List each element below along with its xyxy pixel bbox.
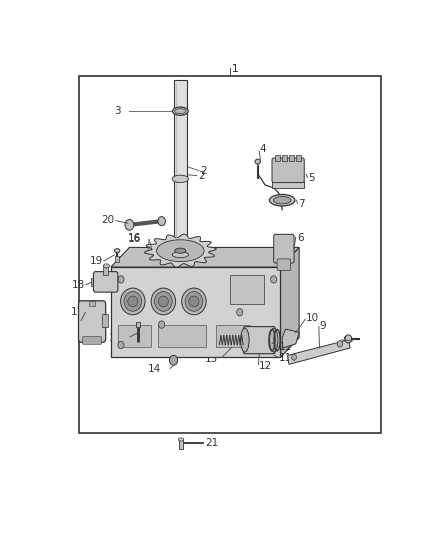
Bar: [174, 80, 187, 255]
Ellipse shape: [189, 296, 199, 307]
Text: 5: 5: [309, 173, 315, 183]
Circle shape: [345, 335, 352, 343]
Text: 15: 15: [109, 333, 122, 343]
Ellipse shape: [273, 197, 291, 204]
Ellipse shape: [269, 195, 295, 206]
Circle shape: [271, 276, 277, 283]
Bar: [296, 156, 301, 161]
Ellipse shape: [255, 159, 261, 164]
Polygon shape: [280, 247, 299, 358]
Bar: [230, 276, 264, 304]
FancyBboxPatch shape: [272, 158, 304, 183]
Polygon shape: [145, 234, 216, 267]
Circle shape: [271, 342, 277, 349]
Circle shape: [292, 354, 297, 360]
Polygon shape: [111, 338, 299, 358]
Bar: [289, 156, 294, 161]
Ellipse shape: [124, 292, 141, 311]
Ellipse shape: [178, 438, 184, 441]
Ellipse shape: [103, 264, 110, 268]
Bar: [136, 322, 140, 327]
Circle shape: [170, 356, 178, 365]
Text: 12: 12: [259, 361, 272, 370]
Bar: [282, 156, 287, 161]
Text: 7: 7: [298, 199, 305, 209]
Text: 10: 10: [306, 313, 319, 324]
Ellipse shape: [172, 252, 188, 257]
Ellipse shape: [175, 248, 186, 253]
Circle shape: [118, 342, 124, 349]
Text: 1: 1: [232, 64, 239, 74]
Ellipse shape: [182, 288, 206, 315]
Bar: [92, 278, 96, 286]
Text: 16: 16: [128, 234, 141, 244]
Polygon shape: [111, 247, 299, 267]
Polygon shape: [288, 340, 350, 365]
Bar: [117, 325, 152, 347]
FancyBboxPatch shape: [244, 327, 275, 354]
Circle shape: [159, 321, 165, 328]
Ellipse shape: [240, 328, 249, 352]
Bar: [103, 266, 108, 275]
Text: 11: 11: [279, 353, 292, 363]
Text: 8: 8: [343, 336, 349, 345]
Ellipse shape: [173, 107, 188, 115]
Text: 17: 17: [71, 307, 84, 317]
Circle shape: [337, 341, 343, 347]
Circle shape: [125, 220, 134, 230]
Text: 18: 18: [72, 280, 85, 290]
Ellipse shape: [185, 292, 203, 311]
Text: 2: 2: [198, 171, 205, 181]
Bar: [102, 314, 108, 327]
Bar: [272, 181, 304, 188]
FancyBboxPatch shape: [93, 272, 118, 292]
Text: 16: 16: [128, 233, 141, 244]
Ellipse shape: [156, 240, 204, 262]
Circle shape: [158, 216, 166, 225]
FancyBboxPatch shape: [274, 235, 294, 263]
Bar: [179, 440, 184, 448]
Text: 3: 3: [114, 106, 121, 116]
Circle shape: [118, 276, 124, 283]
Ellipse shape: [128, 296, 138, 307]
Ellipse shape: [114, 248, 120, 253]
Text: 4: 4: [260, 144, 266, 155]
Bar: [276, 156, 280, 161]
Bar: [88, 301, 95, 306]
Circle shape: [237, 309, 243, 316]
Ellipse shape: [175, 109, 186, 114]
Ellipse shape: [269, 328, 278, 352]
Text: 13: 13: [205, 353, 218, 364]
Text: 11: 11: [279, 342, 292, 352]
Bar: [158, 325, 206, 347]
Text: 21: 21: [205, 438, 219, 448]
Ellipse shape: [120, 288, 145, 315]
Text: 20: 20: [102, 215, 115, 225]
Bar: [115, 256, 119, 262]
Text: 2: 2: [201, 166, 207, 176]
Bar: [78, 76, 381, 433]
Bar: [111, 267, 280, 358]
Ellipse shape: [158, 296, 169, 307]
Bar: [276, 235, 293, 238]
Text: 6: 6: [297, 233, 304, 243]
FancyBboxPatch shape: [277, 259, 291, 270]
FancyBboxPatch shape: [78, 301, 106, 342]
Text: 19: 19: [90, 256, 103, 266]
Text: 9: 9: [320, 321, 326, 331]
Ellipse shape: [155, 292, 172, 311]
Ellipse shape: [151, 288, 176, 315]
Bar: [216, 325, 250, 347]
Text: 14: 14: [148, 364, 161, 374]
FancyBboxPatch shape: [83, 336, 102, 344]
Ellipse shape: [172, 175, 188, 183]
Text: 1: 1: [232, 64, 239, 74]
Polygon shape: [282, 329, 299, 348]
